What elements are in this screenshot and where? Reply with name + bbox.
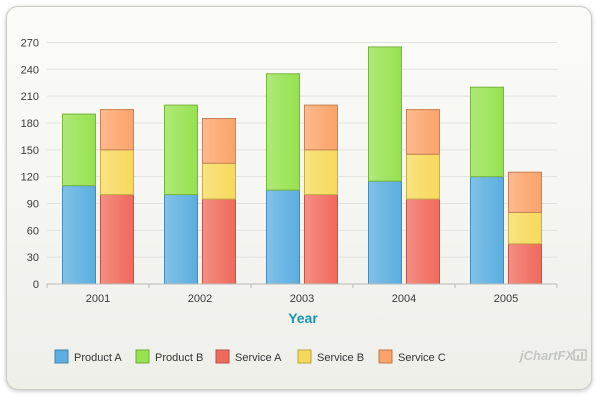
bars — [62, 46, 542, 285]
chart-logo-icon — [573, 349, 587, 361]
y-tick-label: 90 — [27, 198, 39, 210]
x-tick-label: 2003 — [290, 293, 314, 305]
bar-product-a-2004[interactable] — [368, 180, 402, 285]
y-tick-label: 60 — [27, 225, 39, 237]
y-tick-label: 180 — [21, 118, 39, 130]
bar-product-b-2001[interactable] — [62, 113, 96, 187]
legend-item-product-a[interactable]: Product A — [54, 349, 122, 364]
x-tick-label: 2001 — [86, 293, 110, 305]
bar-service-b-2003[interactable] — [304, 149, 338, 196]
legend-swatch — [135, 349, 150, 364]
legend-item-product-b[interactable]: Product B — [135, 349, 203, 364]
bar-service-b-2001[interactable] — [100, 149, 134, 196]
bar-product-a-2005[interactable] — [470, 176, 504, 285]
legend-item-service-a[interactable]: Service A — [215, 349, 282, 364]
bar-product-a-2002[interactable] — [164, 194, 198, 285]
legend-swatch — [297, 349, 312, 364]
bar-product-b-2004[interactable] — [368, 46, 402, 182]
legend-item-service-b[interactable]: Service B — [297, 349, 364, 364]
bar-product-b-2002[interactable] — [164, 104, 198, 196]
y-tick-label: 30 — [27, 252, 39, 264]
bar-service-b-2004[interactable] — [406, 153, 440, 200]
jchartfx-logo: jChartFX — [518, 348, 576, 363]
legend-label: Product A — [74, 352, 122, 364]
bar-product-a-2003[interactable] — [266, 189, 300, 285]
y-tick-label: 240 — [21, 64, 39, 76]
bar-product-b-2003[interactable] — [266, 73, 300, 191]
x-tick-label: 2005 — [494, 293, 518, 305]
legend-item-service-c[interactable]: Service C — [378, 349, 446, 364]
legend-label: Service B — [317, 352, 364, 364]
bar-service-c-2002[interactable] — [202, 118, 236, 164]
x-tick-label: 2002 — [188, 293, 212, 305]
legend: Product A Product B Service A Service B Serv… — [54, 349, 446, 364]
bar-service-c-2004[interactable] — [406, 109, 440, 155]
x-axis-title: Year — [288, 310, 318, 326]
bar-product-b-2005[interactable] — [470, 86, 504, 178]
legend-swatch — [54, 349, 69, 364]
legend-swatch — [215, 349, 230, 364]
legend-label: Service A — [235, 352, 282, 364]
bar-service-a-2002[interactable] — [202, 198, 236, 285]
y-tick-label: 0 — [33, 279, 39, 291]
bar-service-c-2003[interactable] — [304, 104, 338, 151]
axes: 0 30 60 90 120 150 180 210 240 270 2001 2002 2003 200… — [21, 37, 558, 305]
bar-service-c-2001[interactable] — [100, 109, 134, 151]
bar-service-a-2001[interactable] — [100, 194, 134, 285]
y-tick-label: 150 — [21, 145, 39, 157]
bar-service-b-2002[interactable] — [202, 162, 236, 200]
bar-service-a-2005[interactable] — [508, 243, 542, 285]
legend-label: Service C — [398, 352, 446, 364]
y-tick-label: 270 — [21, 37, 39, 49]
legend-label: Product B — [155, 352, 203, 364]
legend-swatch — [378, 349, 393, 364]
y-tick-label: 120 — [21, 172, 39, 184]
y-tick-label: 210 — [21, 91, 39, 103]
x-tick-label: 2004 — [392, 293, 416, 305]
bar-service-a-2004[interactable] — [406, 198, 440, 285]
bar-service-b-2005[interactable] — [508, 211, 542, 245]
bar-service-a-2003[interactable] — [304, 194, 338, 285]
bar-product-a-2001[interactable] — [62, 185, 96, 285]
bar-service-c-2005[interactable] — [508, 171, 542, 213]
